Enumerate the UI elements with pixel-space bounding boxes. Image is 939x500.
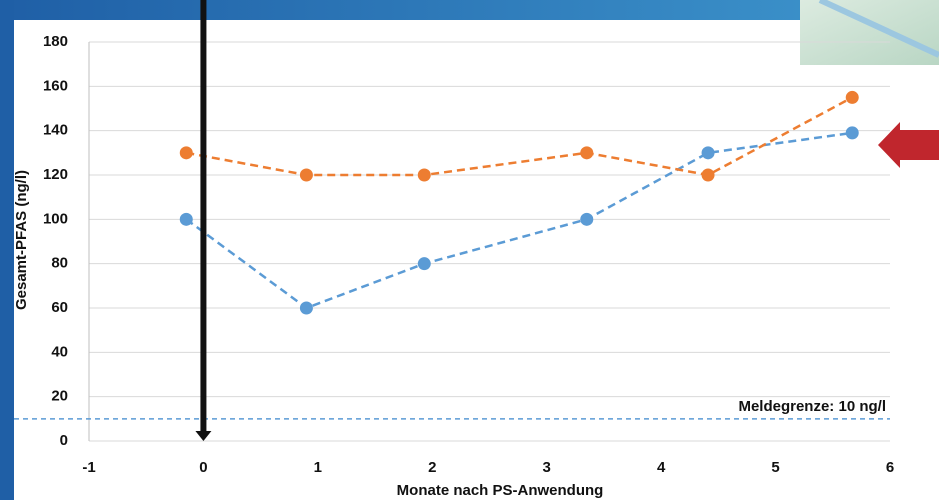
- x-tick-label: -1: [82, 459, 95, 476]
- data-point: [580, 213, 593, 226]
- y-tick-label: 40: [51, 343, 68, 360]
- y-tick-label: 140: [43, 122, 68, 139]
- header-band: [0, 0, 800, 20]
- x-tick-label: 2: [428, 459, 436, 476]
- x-tick-label: 0: [199, 459, 207, 476]
- data-point: [702, 146, 715, 159]
- y-tick-label: 0: [60, 432, 68, 449]
- data-point: [418, 257, 431, 270]
- slide: Monate nach PS-Anwendung Gesamt-PFAS (ng…: [0, 0, 939, 500]
- y-tick-label: 20: [51, 388, 68, 405]
- data-point: [300, 169, 313, 182]
- data-point: [846, 126, 859, 139]
- x-tick-label: 4: [657, 459, 666, 476]
- reference-label: Meldegrenze: 10 ng/l: [738, 398, 886, 415]
- x-tick-label: 3: [543, 459, 551, 476]
- y-tick-label: 60: [51, 299, 68, 316]
- data-point: [580, 146, 593, 159]
- data-point: [180, 146, 193, 159]
- data-point: [180, 213, 193, 226]
- x-tick-label: 1: [314, 459, 322, 476]
- data-point: [300, 302, 313, 315]
- x-tick-label: 5: [771, 459, 779, 476]
- y-axis-label: Gesamt-PFAS (ng/l): [13, 170, 30, 310]
- x-axis-label: Monate nach PS-Anwendung: [397, 482, 604, 499]
- data-point: [846, 91, 859, 104]
- y-tick-label: 160: [43, 77, 68, 94]
- map-thumbnail: [800, 0, 939, 65]
- data-point: [418, 169, 431, 182]
- y-tick-label: 180: [43, 33, 68, 50]
- left-border: [0, 0, 14, 500]
- y-tick-label: 120: [43, 166, 68, 183]
- x-tick-label: 6: [886, 459, 894, 476]
- background: [0, 0, 939, 500]
- data-point: [702, 169, 715, 182]
- y-tick-label: 100: [43, 210, 68, 227]
- y-tick-label: 80: [51, 255, 68, 272]
